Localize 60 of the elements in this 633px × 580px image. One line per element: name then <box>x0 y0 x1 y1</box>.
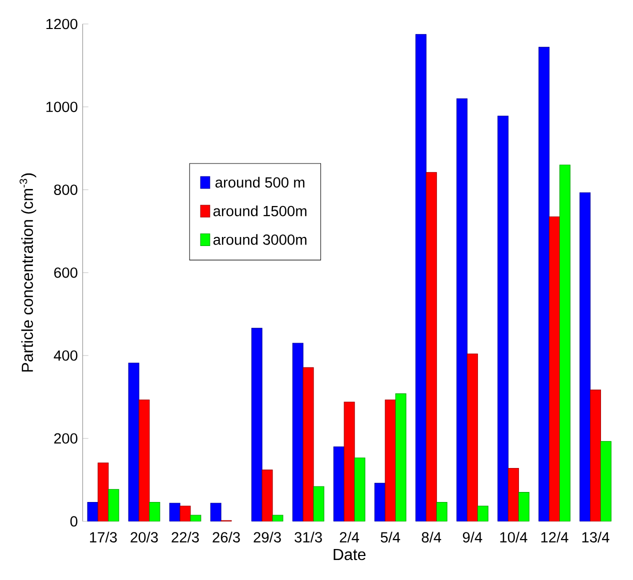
x-tick-label: 20/3 <box>130 532 158 542</box>
x-tick-label: 22/3 <box>172 532 199 542</box>
bar <box>138 400 150 522</box>
bar <box>477 506 488 522</box>
x-tick-label: 29/3 <box>254 532 281 542</box>
bar <box>210 502 222 522</box>
bar <box>251 328 262 522</box>
x-tick-label: 8/4 <box>422 532 442 542</box>
x-tick-label: 31/3 <box>294 532 322 542</box>
x-tick-label: 2/4 <box>340 532 360 542</box>
bar <box>580 192 591 522</box>
bar <box>395 393 406 522</box>
bar <box>590 390 601 522</box>
bar <box>333 446 344 522</box>
legend-label: around 1500m <box>213 205 306 216</box>
bar <box>426 172 437 522</box>
bar <box>149 502 160 522</box>
bar <box>302 367 314 522</box>
x-tick-label: 13/4 <box>582 532 610 542</box>
bar <box>559 164 570 522</box>
bar <box>436 502 448 522</box>
x-tick-label: 17/3 <box>90 532 117 542</box>
bar <box>384 400 396 522</box>
bar <box>344 402 355 522</box>
y-tick-label: 0 <box>70 516 78 527</box>
y-axis-title: Particle concentration (cm$^{-3}$) <box>20 173 36 372</box>
legend-label: around 500 m <box>215 176 304 188</box>
y-tick-label: 1000 <box>46 102 78 112</box>
y-tick-label: 600 <box>54 267 78 278</box>
bar <box>456 98 468 522</box>
bar <box>466 354 478 522</box>
bar <box>87 502 98 522</box>
bar <box>169 502 180 522</box>
bar <box>128 362 140 522</box>
bar <box>108 489 120 522</box>
y-tick-label: 400 <box>54 350 78 361</box>
bar <box>354 458 366 522</box>
x-axis-title: Date <box>334 548 366 560</box>
bar <box>415 34 426 522</box>
bar <box>313 486 324 522</box>
bar <box>518 492 530 522</box>
bar <box>497 116 508 522</box>
bar <box>190 514 202 522</box>
y-tick-label: 1200 <box>46 18 78 30</box>
bar <box>374 482 386 522</box>
x-tick-label: 5/4 <box>380 532 400 542</box>
x-tick-label: 12/4 <box>541 532 568 542</box>
bar <box>508 468 519 522</box>
x-tick-label: 26/3 <box>212 532 240 542</box>
y-tick-label: 800 <box>54 184 78 195</box>
legend-label: around 3000m <box>213 234 306 245</box>
bar <box>600 441 612 522</box>
x-tick-label: 9/4 <box>462 532 482 542</box>
bar <box>548 216 560 522</box>
bar <box>98 462 109 522</box>
bar <box>292 342 304 522</box>
x-tick-label: 10/4 <box>500 532 528 542</box>
bar <box>538 46 550 522</box>
bar <box>272 514 284 522</box>
y-tick-label: 200 <box>54 433 78 444</box>
